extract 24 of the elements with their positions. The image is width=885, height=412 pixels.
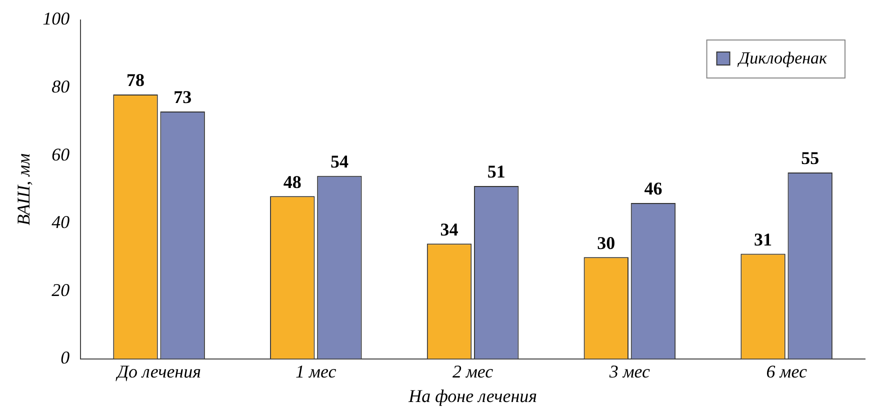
data-label: 30 bbox=[597, 232, 616, 253]
data-label: 55 bbox=[801, 148, 820, 168]
x-tick-label: 2 мес bbox=[452, 361, 494, 382]
y-tick-label: 0 bbox=[60, 348, 70, 368]
x-tick-label: 6 мес bbox=[766, 361, 807, 382]
data-label: 78 bbox=[126, 70, 145, 90]
y-tick-label: 80 bbox=[52, 76, 70, 96]
data-label: 51 bbox=[487, 162, 506, 182]
y-tick-label: 40 bbox=[52, 212, 70, 232]
y-tick-label: 100 bbox=[42, 8, 70, 29]
data-label: 34 bbox=[440, 219, 458, 240]
x-tick-label: 3 мес bbox=[608, 361, 650, 382]
x-axis-title: На фоне лечения bbox=[408, 386, 537, 406]
x-tick-label: До лечения bbox=[115, 361, 201, 382]
data-label: 73 bbox=[174, 87, 192, 108]
y-axis-title: ВАШ, мм bbox=[14, 152, 34, 226]
x-tick-label: 1 мес bbox=[296, 361, 336, 382]
data-label: 31 bbox=[754, 229, 772, 250]
data-label: 54 bbox=[330, 152, 348, 172]
data-label: 48 bbox=[283, 172, 302, 192]
y-tick-label: 60 bbox=[52, 144, 70, 164]
data-label: 46 bbox=[644, 178, 662, 199]
legend-label: Диклофенак bbox=[736, 48, 828, 68]
y-tick-label: 20 bbox=[52, 280, 70, 300]
